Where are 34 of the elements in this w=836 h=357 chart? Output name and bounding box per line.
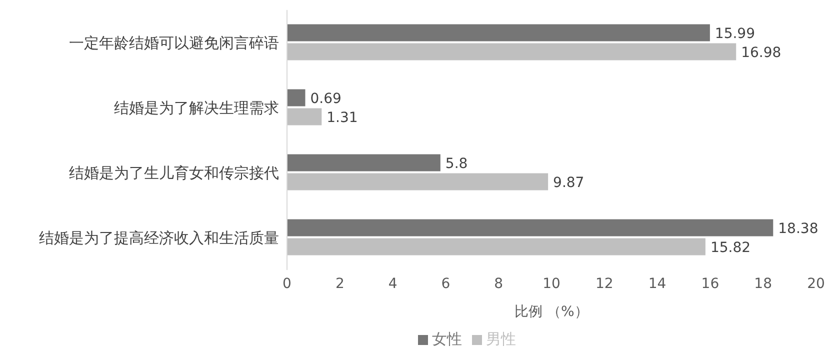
data-label: 15.99	[714, 26, 756, 42]
legend-label: 女性	[432, 330, 462, 348]
x-tick-label: 0	[282, 276, 292, 292]
x-tick-label: 8	[494, 276, 504, 292]
bar	[287, 89, 306, 106]
bar	[287, 238, 706, 256]
data-label: 5.8	[445, 156, 468, 172]
data-label: 1.31	[326, 110, 358, 126]
data-label: 15.82	[710, 240, 751, 256]
x-tick-label: 4	[388, 276, 398, 292]
x-tick-label: 10	[542, 276, 560, 292]
x-tick-label: 6	[441, 276, 450, 292]
bar	[287, 154, 440, 172]
data-label: 18.38	[778, 220, 818, 237]
y-tick-label: 结婚是为了解决生理需求	[114, 98, 279, 117]
y-tick-label: 一定年龄结婚可以避免闲言碎语	[69, 34, 279, 52]
x-tick-label: 20	[807, 276, 825, 292]
y-tick-label: 结婚是为了提高经济收入和生活质量	[39, 228, 279, 247]
legend-label: 男性	[486, 330, 516, 348]
x-tick-label: 16	[701, 276, 720, 292]
x-tick-label: 18	[754, 276, 772, 292]
data-label: 9.87	[553, 174, 584, 191]
bar	[287, 173, 548, 190]
x-axis-title: 比例 （%）	[514, 304, 588, 320]
bar	[287, 219, 774, 236]
y-tick-label: 结婚是为了生儿育女和传宗接代	[69, 164, 279, 182]
bar	[287, 108, 322, 126]
bar	[287, 24, 710, 42]
x-tick-label: 14	[648, 276, 666, 292]
data-label: 0.69	[310, 90, 342, 107]
x-tick-label: 12	[595, 276, 614, 292]
data-label: 16.98	[741, 44, 782, 61]
x-tick-label: 2	[335, 276, 344, 292]
bar	[287, 43, 736, 60]
